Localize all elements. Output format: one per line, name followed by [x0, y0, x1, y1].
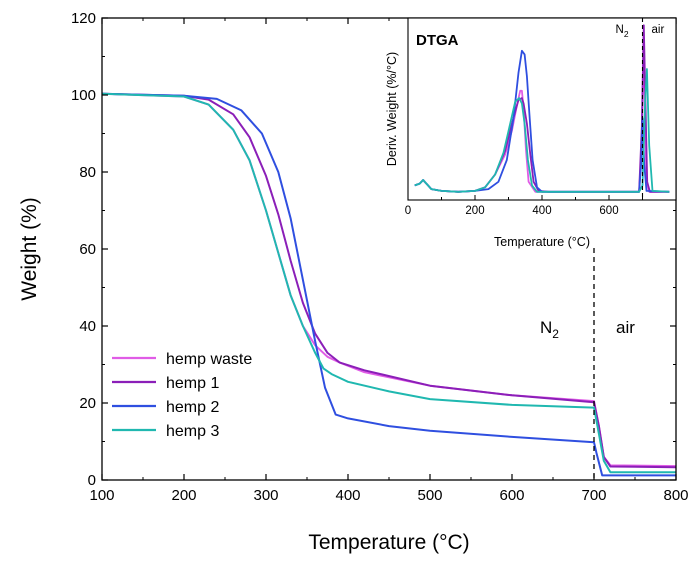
main-x-axis-label: Temperature (°C) [308, 531, 469, 554]
main-plot-frame [101, 17, 677, 481]
main-y-axis-label: Weight (%) [18, 197, 41, 300]
x-tick-label: 700 [581, 487, 606, 504]
x-tick-label: 200 [171, 487, 196, 504]
main-region-label-left: N2 [540, 318, 559, 341]
main-series-lines [101, 92, 677, 477]
inset-axis-ticks: 0 200 400 600 [405, 195, 643, 217]
y-tick-label: 100 [71, 87, 96, 104]
y-tick-label: 60 [79, 241, 96, 258]
legend-label-hemp-1: hemp 1 [166, 375, 219, 392]
inset-x-tick-label: 200 [465, 205, 484, 217]
inset-region-left-main: N [616, 24, 624, 36]
inset-x-tick-label: 400 [532, 205, 551, 217]
inset-background [408, 18, 676, 200]
inset-series-line-hemp-3 [414, 68, 670, 193]
series-line-hemp-3 [101, 92, 676, 474]
inset-plot: 0 200 400 600 DTGA Temperature (°C) Deriv. … [385, 17, 677, 249]
legend-label-hemp-3: hemp 3 [166, 423, 219, 440]
legend-label-hemp-waste: hemp waste [166, 351, 252, 368]
x-tick-label: 500 [417, 487, 442, 504]
y-tick-label: 120 [71, 10, 96, 27]
y-tick-label: 80 [79, 164, 96, 181]
legend: hemp waste hemp 1 hemp 2 hemp 3 [112, 351, 252, 440]
inset-y-axis-label: Deriv. Weight (%/°C) [385, 52, 399, 166]
main-region-label-right: air [616, 318, 635, 337]
inset-x-tick-label: 600 [599, 205, 618, 217]
y-tick-label: 20 [79, 395, 96, 412]
y-tick-label: 0 [88, 472, 96, 489]
x-tick-label: 800 [663, 487, 688, 504]
inset-x-axis-label: Temperature (°C) [494, 235, 590, 249]
inset-region-label-right: air [652, 24, 665, 36]
x-tick-label: 400 [335, 487, 360, 504]
x-tick-label: 100 [89, 487, 114, 504]
series-line-hemp-2 [101, 92, 676, 477]
main-plot: 100 200 300 400 500 600 700 800020406080100120 … [18, 10, 689, 554]
y-tick-label: 40 [79, 318, 96, 335]
main-region-left-sub: 2 [552, 327, 559, 341]
series-line-hemp-1 [101, 92, 677, 469]
legend-label-hemp-2: hemp 2 [166, 399, 219, 416]
x-tick-label: 300 [253, 487, 278, 504]
inset-x-tick-label: 0 [405, 205, 411, 217]
inset-plot-frame [407, 17, 677, 201]
inset-region-label-left: N2 [616, 24, 629, 39]
inset-title: DTGA [416, 32, 459, 49]
main-region-left-main: N [540, 318, 552, 337]
x-tick-label: 600 [499, 487, 524, 504]
inset-region-left-sub: 2 [624, 29, 629, 39]
inset-series-lines [414, 24, 670, 193]
